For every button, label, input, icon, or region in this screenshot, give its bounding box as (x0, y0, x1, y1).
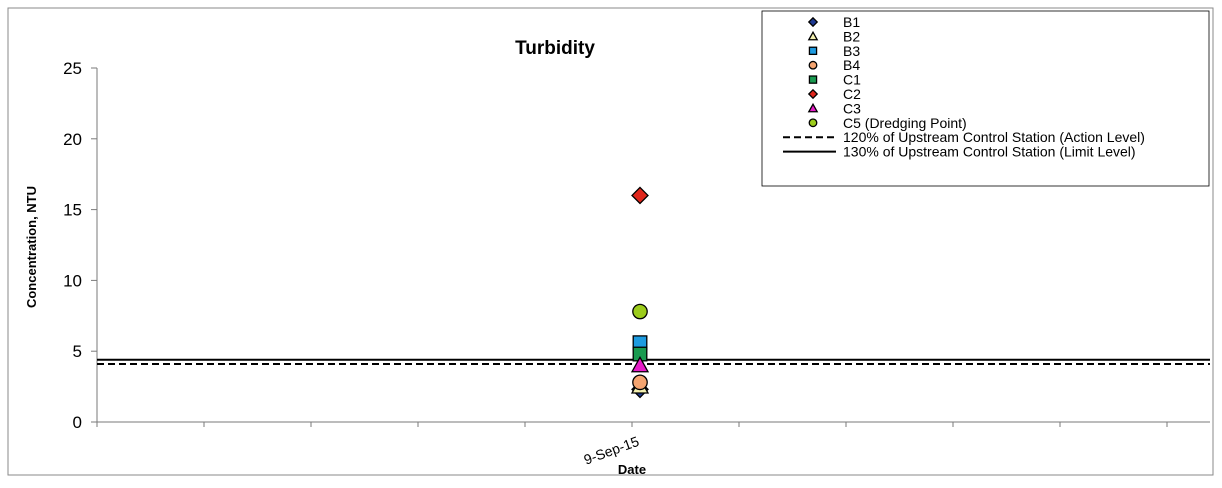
point-b4 (632, 374, 648, 391)
x-axis-label: Date (618, 462, 646, 477)
y-tick-label: 15 (63, 201, 82, 220)
reference-lines (97, 358, 1210, 365)
legend-marker-c5-dredging-point (808, 118, 818, 128)
legend-marker-b4 (808, 60, 818, 70)
legend-label-action-level: 120% of Upstream Control Station (Action… (843, 129, 1145, 145)
legend-marker-c3 (807, 102, 819, 113)
y-tick-label: 0 (73, 413, 82, 432)
legend-marker-c1 (808, 75, 818, 84)
legend-marker-b3 (808, 46, 818, 56)
legend-label-c3: C3 (843, 100, 861, 116)
y-tick-label: 10 (63, 271, 82, 290)
legend-box (761, 10, 1210, 187)
legend-label-c1: C1 (843, 72, 861, 88)
legend-label-b4: B4 (843, 57, 860, 73)
legend-label-c5-dredging-point: C5 (Dredging Point) (843, 115, 967, 131)
legend-marker-c2 (807, 88, 819, 100)
y-axis-label: Concentration, NTU (24, 186, 39, 308)
point-c3 (630, 356, 650, 373)
point-c5-dredging-point (632, 303, 648, 320)
chart-title: Turbidity (515, 38, 595, 59)
legend-label-b2: B2 (843, 28, 860, 44)
legend-marker-b2 (807, 30, 819, 41)
legend-marker-b1 (807, 16, 819, 28)
y-tick-label: 25 (63, 59, 82, 78)
legend-label-b1: B1 (843, 14, 860, 30)
data-points (630, 186, 650, 399)
y-tick-label: 5 (73, 342, 82, 361)
y-tick-label: 20 (63, 130, 82, 149)
legend-label-b3: B3 (843, 43, 860, 59)
legend-label-c2: C2 (843, 86, 861, 102)
legend-label-limit-level: 130% of Upstream Control Station (Limit … (843, 144, 1136, 160)
point-c2 (631, 186, 649, 205)
